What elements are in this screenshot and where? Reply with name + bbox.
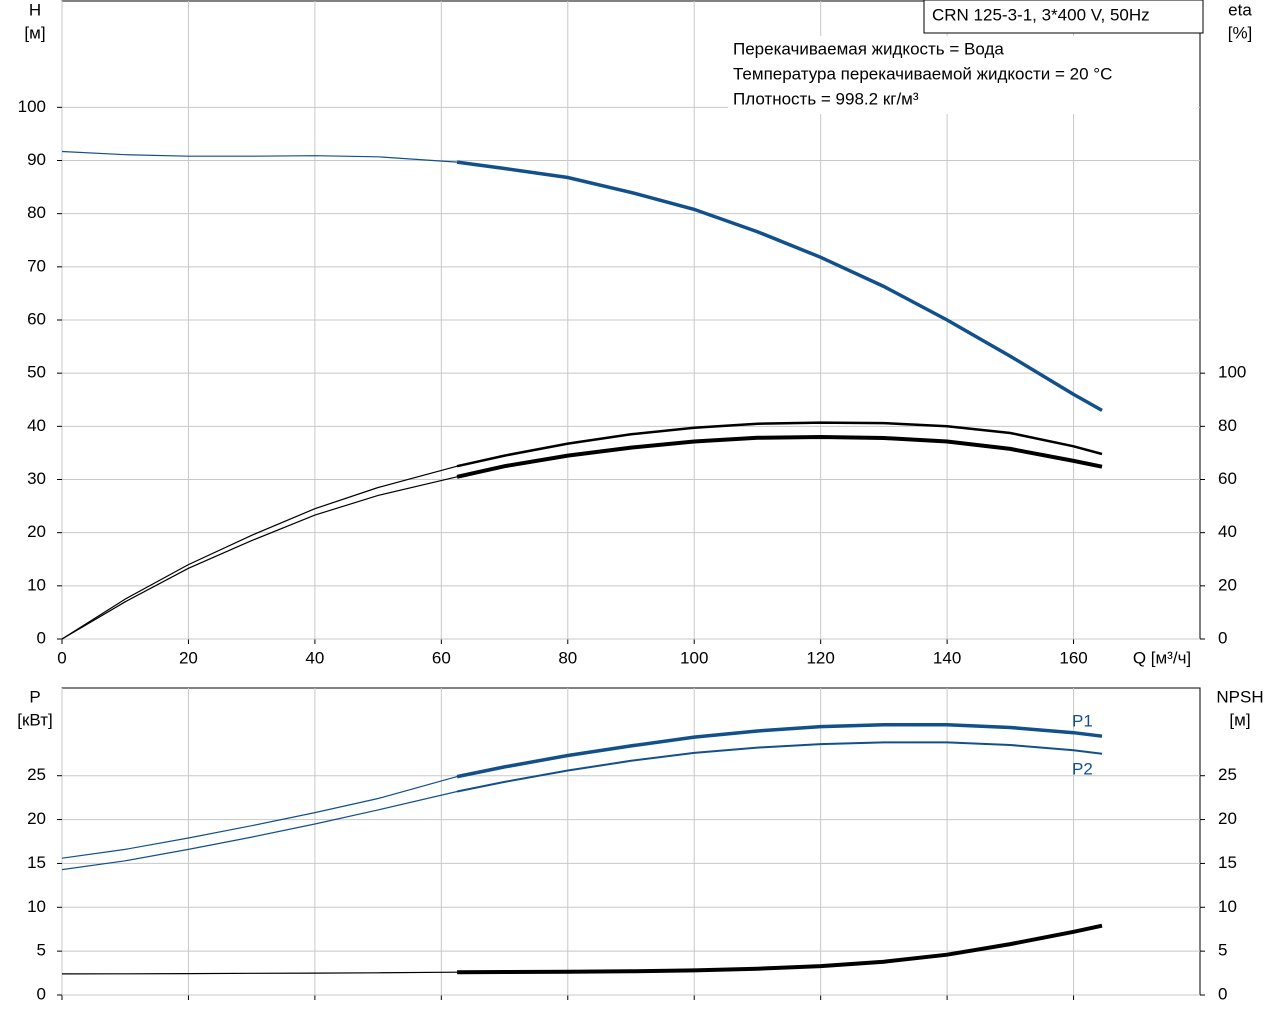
- plot-area: [61, 687, 1201, 996]
- x-tick-label: 40: [305, 648, 324, 667]
- curve-bold: [457, 923, 1103, 975]
- y-tick-label: 20: [27, 522, 46, 541]
- y-axis-unit: [м]: [24, 23, 45, 42]
- x-tick-label: 20: [179, 648, 198, 667]
- y2-tick-label: 40: [1218, 522, 1237, 541]
- title-box: [923, 0, 1204, 34]
- curve-thin: [61, 741, 1103, 871]
- note: Перекачиваемая жидкость = Вода: [733, 39, 1004, 58]
- y-tick-label: 0: [37, 984, 46, 1003]
- y2-tick-label: 20: [1218, 809, 1237, 828]
- y-axis-label: P: [29, 687, 40, 706]
- y-tick-label: 25: [27, 765, 46, 784]
- x-tick-label: 100: [680, 648, 708, 667]
- y2-axis-label: eta: [1228, 0, 1252, 19]
- y-tick-label: 100: [18, 97, 46, 116]
- x-tick-label: 120: [806, 648, 834, 667]
- y-axis-label: H: [29, 0, 41, 19]
- y2-tick-label: 25: [1218, 765, 1237, 784]
- y-tick-label: 90: [27, 150, 46, 169]
- y-tick-label: 80: [27, 203, 46, 222]
- y2-tick-label: 80: [1218, 416, 1237, 435]
- y2-axis-unit: [%]: [1228, 23, 1253, 42]
- y-tick-label: 60: [27, 309, 46, 328]
- y2-axis-label: NPSH: [1216, 687, 1263, 706]
- curve-thin: [61, 436, 1103, 640]
- y-tick-label: 50: [27, 363, 46, 382]
- y-tick-label: 40: [27, 416, 46, 435]
- note: Плотность = 998.2 кг/м³: [733, 89, 919, 108]
- series-label: P2: [1072, 759, 1093, 778]
- x-tick-label: 160: [1059, 648, 1087, 667]
- chart-title: CRN 125-3-1, 3*400 V, 50Hz: [932, 5, 1150, 24]
- curve-bold: [456, 421, 1103, 468]
- curve-bold: [456, 723, 1103, 779]
- y2-tick-label: 0: [1218, 984, 1227, 1003]
- curve-bold: [456, 741, 1103, 793]
- y-tick-label: 30: [27, 469, 46, 488]
- y-tick-label: 15: [27, 853, 46, 872]
- y2-tick-label: 5: [1218, 941, 1227, 960]
- curve-thin: [61, 150, 1103, 411]
- x-tick-label: 140: [933, 648, 961, 667]
- series-label: P1: [1072, 712, 1093, 731]
- x-tick-label: 0: [57, 648, 66, 667]
- y-tick-label: 0: [37, 628, 46, 647]
- y-axis-unit: [кВт]: [17, 710, 52, 729]
- curve-bold: [456, 434, 1103, 479]
- y2-tick-label: 10: [1218, 897, 1237, 916]
- curve-thin: [61, 925, 1103, 975]
- y2-tick-label: 100: [1218, 363, 1246, 382]
- curve-thin: [61, 724, 1103, 859]
- y2-tick-label: 0: [1218, 628, 1227, 647]
- y2-tick-label: 20: [1218, 575, 1237, 594]
- x-tick-label: 60: [432, 648, 451, 667]
- y-tick-label: 5: [37, 941, 46, 960]
- y-tick-label: 70: [27, 256, 46, 275]
- y-tick-label: 20: [27, 809, 46, 828]
- curve-bold: [456, 160, 1103, 412]
- y-tick-label: 10: [27, 897, 46, 916]
- x-tick-label: 80: [558, 648, 577, 667]
- notes-bg: [728, 36, 1198, 114]
- y-tick-label: 10: [27, 575, 46, 594]
- y2-tick-label: 15: [1218, 853, 1237, 872]
- note: Температура перекачиваемой жидкости = 20…: [733, 64, 1112, 83]
- y2-axis-unit: [м]: [1229, 710, 1250, 729]
- x-axis-label: Q [м³/ч]: [1133, 648, 1191, 667]
- y2-tick-label: 60: [1218, 469, 1237, 488]
